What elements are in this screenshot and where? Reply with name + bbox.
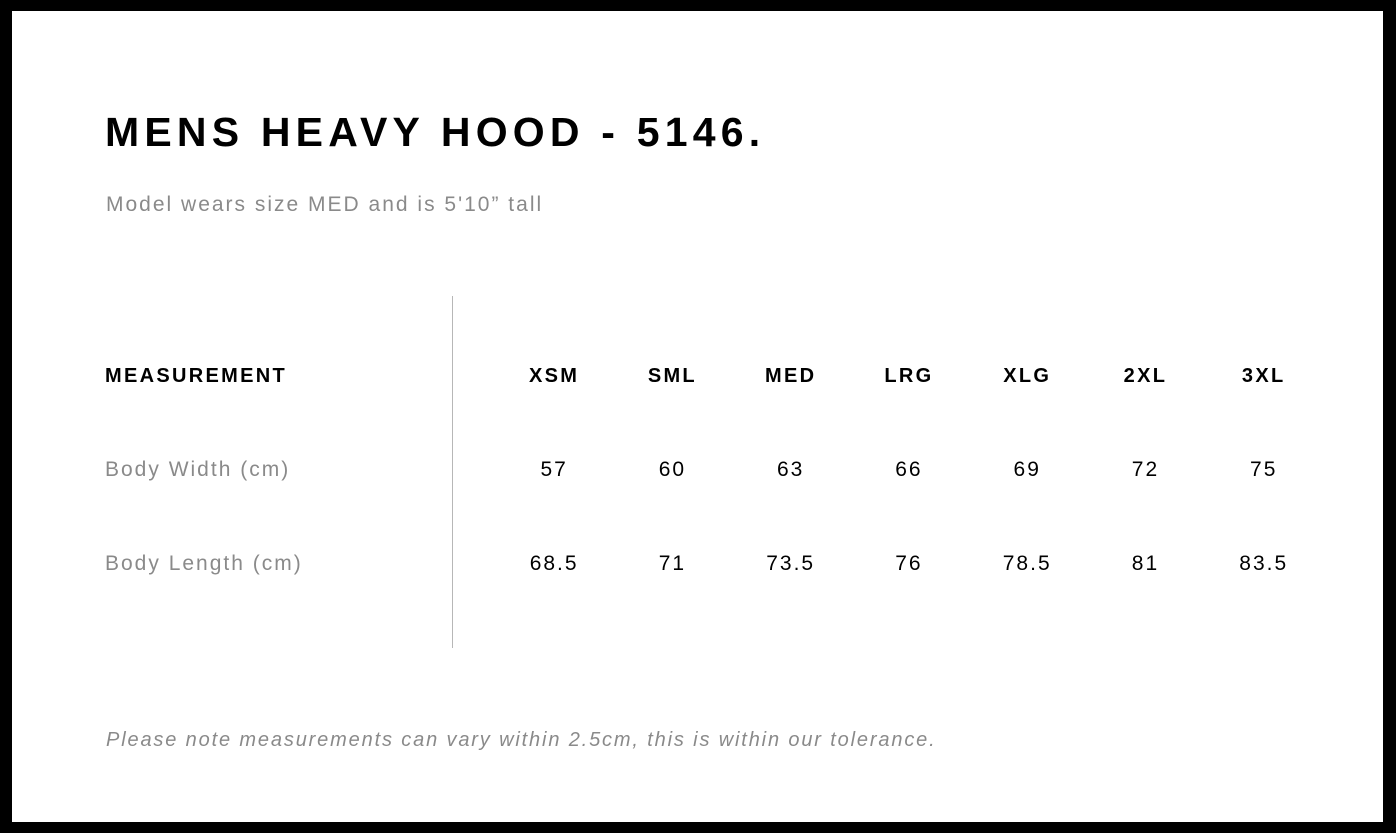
page-title: MENS HEAVY HOOD - 5146. bbox=[105, 109, 766, 155]
body-width-med: 63 bbox=[776, 458, 805, 481]
size-header-3xl: 3XL bbox=[1241, 365, 1286, 387]
body-width-cells: 57 60 63 66 69 72 75 bbox=[495, 445, 1323, 480]
body-length-xsm: 68.5 bbox=[529, 552, 579, 575]
body-width-2xl: 72 bbox=[1131, 458, 1160, 481]
body-length-lrg: 76 bbox=[895, 552, 923, 575]
size-header-sml: SML bbox=[647, 365, 697, 387]
body-width-xsm: 57 bbox=[540, 458, 568, 481]
body-length-sml: 71 bbox=[658, 552, 687, 575]
size-header-xlg: XLG bbox=[1003, 365, 1052, 387]
body-length-xlg: 78.5 bbox=[1002, 552, 1052, 575]
body-length-med: 73.5 bbox=[766, 552, 816, 575]
tolerance-footnote: Please note measurements can vary within… bbox=[106, 729, 937, 751]
table-vertical-divider bbox=[452, 296, 453, 648]
measurement-column-header: MEASUREMENT bbox=[105, 365, 287, 387]
size-header-cells: XSM SML MED LRG XLG 2XL 3XL bbox=[495, 351, 1323, 386]
size-chart-content: MENS HEAVY HOOD - 5146. Model wears size… bbox=[93, 11, 1323, 822]
table-row: Body Width (cm) 57 60 63 66 69 72 75 bbox=[93, 445, 1323, 539]
size-header-lrg: LRG bbox=[884, 365, 934, 387]
table-row: Body Length (cm) 68.5 71 73.5 76 78.5 81… bbox=[93, 539, 1323, 633]
body-width-sml: 60 bbox=[658, 458, 687, 481]
body-length-3xl: 83.5 bbox=[1239, 552, 1289, 575]
body-width-xlg: 69 bbox=[1013, 458, 1041, 481]
model-info-subtitle: Model wears size MED and is 5'10” tall bbox=[106, 193, 544, 216]
body-length-cells: 68.5 71 73.5 76 78.5 81 83.5 bbox=[495, 539, 1323, 574]
size-chart-table: MEASUREMENT XSM SML MED LRG XLG 2XL 3XL … bbox=[93, 351, 1323, 633]
body-width-3xl: 75 bbox=[1250, 458, 1278, 481]
body-width-lrg: 66 bbox=[895, 458, 923, 481]
row-label-body-length: Body Length (cm) bbox=[105, 552, 303, 575]
table-header-row: MEASUREMENT XSM SML MED LRG XLG 2XL 3XL bbox=[93, 351, 1323, 445]
size-header-xsm: XSM bbox=[529, 365, 580, 387]
body-length-2xl: 81 bbox=[1131, 552, 1160, 575]
row-label-body-width: Body Width (cm) bbox=[105, 458, 291, 481]
size-chart-sheet: MENS HEAVY HOOD - 5146. Model wears size… bbox=[12, 11, 1383, 822]
size-header-2xl: 2XL bbox=[1123, 365, 1168, 387]
size-header-med: MED bbox=[764, 365, 817, 387]
